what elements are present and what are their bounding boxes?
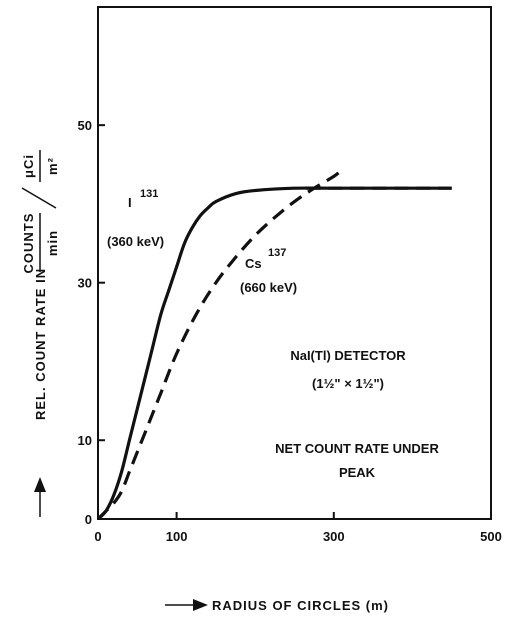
series-label-iodine-energy: (360 keV) — [107, 234, 164, 249]
x-tick-label: 0 — [94, 529, 101, 544]
net-count-annotation-line1: NET COUNT RATE UNDER — [275, 441, 439, 456]
x-axis-label: RADIUS OF CIRCLES (m) — [212, 598, 389, 613]
y-tick-label: 30 — [78, 276, 92, 291]
y-axis-prefix: REL. COUNT RATE IN — [33, 268, 48, 420]
y-tick-label: 0 — [85, 512, 92, 527]
y-axis-slash — [21, 187, 57, 209]
y-tick-label: 10 — [78, 433, 92, 448]
y-axis-m2: m² — [45, 157, 60, 175]
y-axis-counts: COUNTS — [21, 213, 36, 274]
series-label-iodine-mass: 131 — [140, 188, 158, 200]
plot-frame — [97, 6, 492, 520]
x-tick-label: 300 — [323, 529, 345, 544]
series-label-cesium-mass: 137 — [268, 247, 286, 259]
tick-labels: 0 100 300 500 0 10 30 50 — [78, 118, 502, 544]
series-line-cesium-137 — [96, 168, 343, 521]
series-label-cesium-energy: (660 keV) — [240, 280, 297, 295]
x-tick-label: 500 — [480, 529, 502, 544]
y-axis-min: min — [45, 230, 60, 256]
net-count-annotation-line2: PEAK — [339, 465, 376, 480]
series-line-iodine-131 — [96, 186, 452, 521]
series-label-cesium-isotope: Cs — [245, 256, 262, 271]
y-axis-uci: μCi — [21, 154, 36, 178]
series-label-iodine-isotope: I — [128, 195, 132, 210]
detector-annotation: NaI(Tl) DETECTOR — [290, 348, 406, 363]
y-tick-label: 50 — [78, 118, 92, 133]
axis-ticks — [97, 124, 492, 520]
x-tick-label: 100 — [166, 529, 188, 544]
detector-size-annotation: (1½" × 1½") — [312, 376, 384, 391]
y-axis-label: REL. COUNT RATE IN COUNTS min μCi m² — [21, 150, 60, 517]
